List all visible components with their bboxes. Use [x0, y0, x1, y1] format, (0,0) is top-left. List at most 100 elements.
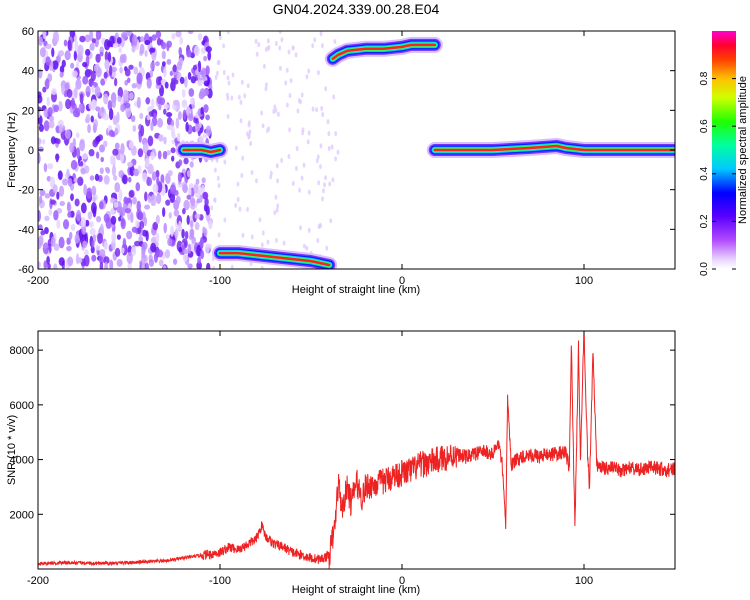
spectrogram-noise [98, 174, 103, 182]
spectrogram-noise [147, 195, 152, 204]
spectrogram-noise [189, 161, 194, 168]
spectrogram-noise [234, 202, 238, 208]
spectrogram-noise [59, 71, 64, 78]
spectrogram-noise [150, 199, 155, 207]
spectrogram-noise [264, 82, 268, 88]
spectrogram-noise [167, 237, 173, 247]
spectrogram-x-tick-label: -100 [209, 275, 231, 287]
spectrogram-noise [266, 239, 270, 245]
spectrogram-noise [230, 264, 234, 269]
spectrogram-noise [201, 177, 206, 184]
spectrogram-noise [126, 252, 133, 264]
snr-line-chart: -200 -100 0 100 2000 4000 6000 8000 Height of s… [6, 330, 676, 596]
spectrogram-noise [70, 159, 78, 170]
spectrogram-noise [88, 101, 94, 110]
spectrogram-noise [171, 32, 176, 40]
spectrogram-noise [40, 230, 46, 236]
spectrogram-noise [38, 68, 43, 79]
spectrogram-noise [187, 243, 192, 254]
spectrogram-noise [42, 86, 47, 93]
spectrogram-noise [141, 229, 148, 237]
spectrogram-noise [122, 89, 129, 102]
spectrogram-noise [324, 175, 327, 181]
spectrogram-noise [144, 191, 148, 202]
spectrogram-noise [95, 106, 101, 112]
spectrogram-noise [44, 215, 50, 222]
spectrogram-noise [332, 94, 336, 100]
spectrogram-noise [66, 88, 73, 98]
spectrogram-noise [184, 76, 188, 88]
spectrogram-noise [151, 98, 155, 110]
spectrogram-noise [260, 265, 264, 269]
spectrogram-noise [44, 226, 49, 235]
spectrogram-noise [216, 70, 219, 76]
spectrogram-noise [136, 200, 141, 212]
spectrogram-noise [142, 142, 149, 155]
spectrogram-noise [178, 220, 182, 231]
spectrogram-noise [130, 115, 136, 123]
spectrogram-noise [145, 262, 150, 269]
spectrogram-noise [149, 47, 156, 53]
spectrogram-noise [282, 240, 286, 246]
spectrogram-noise [187, 71, 192, 80]
spectrogram-noise [66, 237, 71, 245]
spectrogram-noise [307, 189, 311, 195]
spectrogram-noise [334, 131, 338, 137]
spectrogram-noise [38, 94, 43, 104]
spectrogram-noise [212, 265, 216, 269]
snr-y-tick-label: 6000 [10, 400, 34, 412]
spectrogram-noise [320, 106, 324, 112]
spectrogram-noise [130, 211, 134, 223]
spectrogram-noise [92, 196, 97, 203]
snr-y-tick-label: 2000 [10, 509, 34, 521]
spectrogram-noise [261, 230, 265, 236]
spectrogram-noise [186, 194, 192, 200]
spectrogram-noise [117, 95, 122, 102]
spectrogram-noise [100, 156, 104, 163]
spectrogram-noise [46, 255, 50, 265]
spectrogram-noise [280, 157, 284, 163]
spectrogram-noise [203, 80, 210, 87]
spectrogram-noise [66, 245, 72, 252]
spectrogram-noise [196, 198, 201, 204]
spectrogram-noise [122, 237, 127, 250]
spectrogram-noise [38, 36, 43, 46]
spectrogram-noise [168, 211, 173, 219]
spectrogram-noise [276, 178, 280, 184]
spectrogram-noise [165, 199, 171, 206]
spectrogram-noise [38, 261, 41, 269]
spectrogram-noise [171, 132, 176, 139]
spectrogram-noise [136, 96, 141, 109]
spectrogram-noise [89, 43, 95, 51]
spectrogram-noise [203, 104, 209, 113]
spectrogram-noise [311, 106, 315, 112]
spectrogram-noise [51, 47, 55, 58]
spectrogram-noise [95, 135, 101, 143]
spectrogram-noise [116, 36, 122, 45]
spectrogram-noise [110, 197, 116, 204]
spectrogram-noise [56, 138, 61, 145]
spectrogram-noise [151, 34, 157, 41]
spectrogram-noise [223, 159, 227, 165]
spectrogram-noise [95, 53, 101, 63]
spectrogram-noise [171, 155, 175, 162]
spectrogram-noise [91, 84, 95, 93]
spectrogram-noise [192, 64, 198, 71]
spectrogram-noise [243, 93, 247, 99]
spectrogram-noise [300, 92, 304, 98]
spectrogram-noise [107, 100, 113, 111]
spectrogram-noise [204, 243, 210, 254]
spectrogram-noise [201, 67, 206, 78]
spectrogram-noise [85, 113, 91, 124]
spectrogram-x-tick-label: 100 [575, 275, 593, 287]
spectrogram-noise [173, 209, 180, 217]
spectrogram-noise [189, 220, 194, 229]
spectrogram-noise [239, 99, 243, 105]
spectrogram-noise [177, 172, 183, 183]
spectrogram-noise [43, 260, 48, 269]
spectrogram-noise [205, 46, 212, 53]
spectrogram-noise [91, 185, 97, 196]
spectrogram-y-axis-label: Frequency (Hz) [6, 112, 18, 188]
spectrogram-noise [126, 31, 133, 37]
spectrogram-noise [197, 256, 202, 264]
